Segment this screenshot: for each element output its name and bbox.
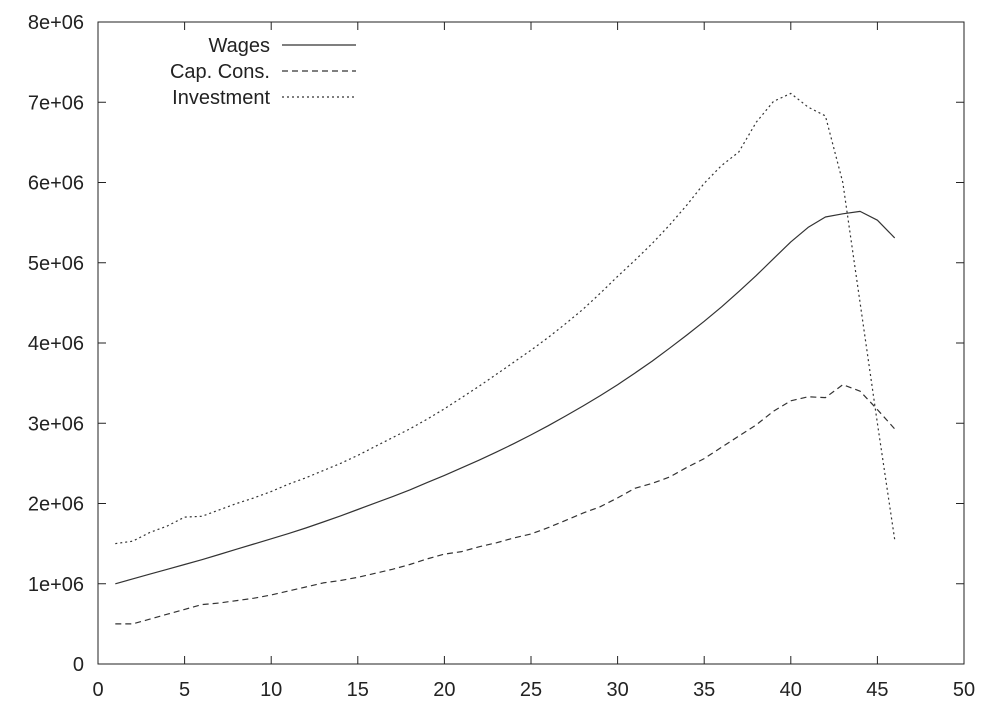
x-tick-label: 0 [92,679,103,701]
y-tick-label: 3e+06 [28,413,84,435]
y-tick-label: 7e+06 [28,92,84,114]
x-tick-label: 30 [606,679,628,701]
y-tick-label: 5e+06 [28,253,84,275]
series-line-cap-cons [115,384,896,625]
series-line-investment [115,92,896,545]
y-tick-label: 0 [73,654,84,676]
y-tick-label: 6e+06 [28,173,84,195]
x-tick-label: 10 [260,679,282,701]
x-tick-label: 40 [780,679,802,701]
y-tick-label: 1e+06 [28,574,84,596]
y-tick-label: 2e+06 [28,494,84,516]
y-tick-labels: 0 1e+06 2e+06 3e+06 4e+06 5e+06 6e+06 7e+06 8e+0… [28,12,84,676]
x-tick-label: 5 [179,679,190,701]
x-tick-label: 25 [520,679,542,701]
plot-frame [97,21,965,665]
x-tick-label: 15 [347,679,369,701]
legend-label-cap-cons: Cap. Cons. [170,61,270,83]
series-lines [115,92,896,625]
y-tick-label: 8e+06 [28,12,84,34]
legend-label-wages: Wages [208,35,270,57]
y-tick-label: 4e+06 [28,333,84,355]
x-tick-label: 35 [693,679,715,701]
x-tick-label: 20 [433,679,455,701]
x-tick-label: 50 [953,679,975,701]
x-tick-label: 45 [866,679,888,701]
x-tick-labels: 0 5 10 15 20 25 30 35 40 45 50 [92,679,975,701]
axis-ticks [97,21,965,665]
legend-label-investment: Investment [172,87,270,109]
legend: Wages Cap. Cons. Investment [170,35,356,109]
series-line-wages [115,210,896,585]
